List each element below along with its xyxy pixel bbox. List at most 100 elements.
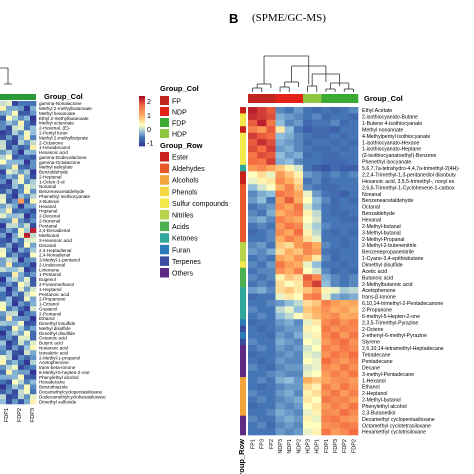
heatmap-cell (321, 132, 331, 140)
group-col-cell (248, 94, 258, 103)
legend-item-label: Aldehydes (172, 166, 205, 173)
heatmap-cell (18, 218, 25, 224)
heatmap-cell (257, 325, 267, 333)
heatmap-cell (266, 396, 276, 404)
colorbar-segment (139, 107, 145, 109)
heatmap-cell (303, 261, 313, 269)
heatmap-cell (275, 338, 285, 346)
heatmap-cell (30, 311, 37, 317)
heatmap-cell (321, 119, 331, 127)
heatmap-cell (266, 428, 276, 436)
heatmap-cell (275, 287, 285, 294)
heatmap-cell (0, 101, 7, 107)
column-dendrogram (0, 67, 12, 85)
heatmap-cell (284, 280, 295, 288)
heatmap-cell (321, 409, 331, 417)
heatmap-cell (24, 364, 31, 371)
heatmap-cell (266, 177, 276, 185)
heatmap-cell (0, 110, 7, 116)
heatmap-cell (248, 177, 258, 185)
heatmap-cell (257, 261, 267, 269)
heatmap-cell (6, 223, 13, 229)
row-label: 2-Furanmethanol (39, 282, 74, 287)
group-col-label: Group_Col (44, 92, 83, 101)
heatmap-cell (12, 125, 19, 131)
legend-group-col-title: Group_Col (160, 84, 199, 93)
legend-item-label: Phenols (172, 189, 198, 196)
heatmap-cell (266, 402, 276, 410)
row-label: trans-beta-Ionone (39, 365, 76, 370)
group-row-cell (240, 325, 246, 333)
heatmap-cell (330, 222, 340, 230)
heatmap-cell (266, 274, 276, 281)
heatmap-cell (348, 415, 359, 423)
heatmap-cell (339, 254, 350, 262)
row-label: Benzeneacetaldehyde (362, 198, 413, 204)
heatmap-cell (0, 306, 7, 312)
heatmap-cell (0, 247, 7, 253)
heatmap-cell (348, 139, 359, 146)
heatmap-cell (248, 409, 258, 417)
legend-item-label: NDP (172, 110, 187, 117)
heatmap-cell (12, 394, 19, 400)
heatmap-cell (0, 257, 7, 263)
heatmap-cell (284, 267, 295, 275)
heatmap-cell (312, 190, 322, 198)
heatmap-cell (339, 242, 350, 249)
heatmap-cell (312, 267, 322, 275)
heatmap-cell (321, 383, 331, 391)
heatmap-cell (293, 171, 304, 179)
heatmap-cell (6, 350, 13, 356)
heatmap-cell (284, 171, 295, 179)
heatmap-cell (348, 280, 359, 288)
heatmap-cell (30, 306, 37, 312)
heatmap-cell (248, 203, 258, 211)
heatmap-cell (18, 399, 25, 405)
heatmap-cell (24, 394, 31, 400)
heatmap-cell (30, 101, 37, 107)
colorbar-segment (139, 126, 145, 128)
colorbar-tick: 0 (147, 127, 151, 134)
heatmap-cell (275, 216, 285, 224)
heatmap-cell (293, 145, 304, 153)
row-label: 2,4-Decadienal (39, 228, 70, 233)
heatmap-cell (330, 370, 340, 378)
group-row-cell (240, 119, 246, 127)
heatmap-cell (303, 325, 313, 333)
row-label: Ethanol (39, 316, 55, 321)
group-row-cell (240, 248, 246, 256)
heatmap-cell (284, 299, 295, 307)
group-row-cell (240, 293, 246, 301)
heatmap-cell (30, 105, 37, 112)
heatmap-cell (18, 213, 25, 219)
heatmap-cell (275, 370, 285, 378)
row-label: 2,6,10,14-tetramethyl-Heptadecane (362, 346, 444, 352)
heatmap-cell (275, 190, 285, 198)
heatmap-cell (330, 254, 340, 262)
heatmap-cell (12, 360, 19, 366)
heatmap-cell (0, 184, 7, 190)
heatmap-cell (330, 389, 340, 397)
heatmap-cell (6, 316, 13, 322)
heatmap-cell (24, 311, 31, 317)
heatmap-cell (6, 228, 13, 234)
heatmap-cell (312, 177, 322, 185)
heatmap-cell (303, 364, 313, 371)
heatmap-cell (275, 248, 285, 256)
heatmap-cell (266, 351, 276, 359)
heatmap-cell (348, 209, 359, 217)
heatmap-cell (248, 164, 258, 172)
heatmap-cell (248, 332, 258, 339)
row-label: 2-Methyl-butanal (362, 224, 401, 230)
heatmap-cell (321, 203, 331, 211)
heatmap-cell (312, 344, 322, 352)
heatmap-cell (18, 203, 25, 209)
column-label: FDP1 (324, 439, 330, 453)
heatmap-cell (18, 345, 25, 351)
heatmap-cell (303, 338, 313, 346)
colorbar-segment (139, 139, 145, 142)
heatmap-cell (248, 396, 258, 404)
heatmap-cell (321, 113, 331, 121)
heatmap-cell (257, 422, 267, 429)
